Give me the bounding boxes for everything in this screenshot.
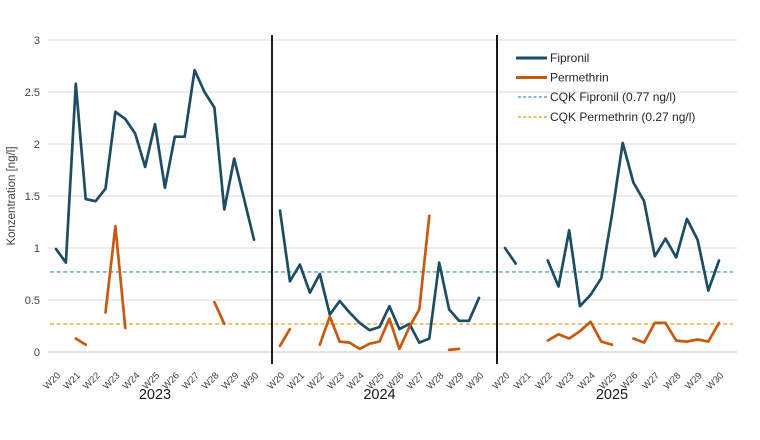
x-tick-label-2024-w23: W23 [325,370,347,392]
line-fipronil-2023 [54,68,256,264]
x-tick-label-2025-w23: W23 [555,370,577,392]
legend-item-cqk-permethrin-0-27-ng-l: CQK Permethrin (0.27 ng/l) [518,110,695,124]
x-tick-label-2025-w20: W20 [491,370,513,392]
legend-label-cqk-fipronil-0-77-ng-l: CQK Fipronil (0.77 ng/l) [550,90,676,104]
legend-label-permethrin: Permethrin [550,71,609,85]
line-permethrin-2025 [632,321,721,344]
line-fipronil-2025 [503,246,518,265]
y-tick-label: 0 [34,347,40,359]
x-tick-label-2024-w22: W22 [305,370,327,392]
x-tick-label-2025-w30: W30 [705,370,727,392]
x-tick-label-2024-w30: W30 [465,370,487,392]
x-tick-label-2024-w28: W28 [425,370,447,392]
x-tick-label-2025-w27: W27 [640,370,662,392]
line-fipronil-2024 [278,209,481,344]
x-tick-label-2023-w30: W30 [240,370,262,392]
x-tick-label-2023-w23: W23 [101,370,123,392]
x-tick-label-2023-w29: W29 [220,370,242,392]
x-tick-label-2023-w27: W27 [180,370,202,392]
y-tick-label: 0.5 [25,295,40,307]
y-tick-label: 2 [34,139,40,151]
legend-label-fipronil: Fipronil [550,51,589,65]
x-tick-label-2025-w29: W29 [683,370,705,392]
y-tick-label: 1 [34,243,40,255]
x-tick-label-2024-w27: W27 [405,370,427,392]
x-tick-label-2023-w21: W21 [61,370,83,392]
year-label-2023: 2023 [139,387,171,403]
legend-label-cqk-permethrin-0-27-ng-l: CQK Permethrin (0.27 ng/l) [550,110,695,124]
line-fipronil-2025 [546,141,721,308]
x-tick-label-2024-w20: W20 [266,370,288,392]
line-permethrin-2025 [546,320,614,347]
legend-item-fipronil: Fipronil [516,51,589,65]
x-tick-label-2023-w28: W28 [200,370,222,392]
x-tick-label-2025-w22: W22 [533,370,555,392]
x-tick-label-2024-w21: W21 [285,370,307,392]
x-tick-label-2023-w20: W20 [42,370,64,392]
x-tick-label-2025-w24: W24 [576,370,598,392]
line-permethrin-2023 [104,224,127,330]
x-tick-label-2025-w21: W21 [512,370,534,392]
x-tick-label-2025-w28: W28 [662,370,684,392]
line-permethrin-2024 [318,214,431,351]
legend-item-permethrin: Permethrin [516,71,609,85]
x-tick-label-2024-w29: W29 [445,370,467,392]
line-permethrin-2024 [278,327,292,348]
x-tick-label-2023-w22: W22 [81,370,103,392]
y-axis-title: Konzentration [ng/l] [6,146,18,245]
y-tick-label: 3 [34,35,40,47]
y-tick-label: 2.5 [25,87,40,99]
legend-item-cqk-fipronil-0-77-ng-l: CQK Fipronil (0.77 ng/l) [518,90,676,104]
year-label-2024: 2024 [363,387,395,403]
y-tick-label: 1.5 [25,191,40,203]
line-permethrin-2023 [74,337,88,347]
line-permethrin-2024 [447,347,461,352]
year-label-2025: 2025 [596,387,628,403]
line-permethrin-2023 [213,300,226,326]
